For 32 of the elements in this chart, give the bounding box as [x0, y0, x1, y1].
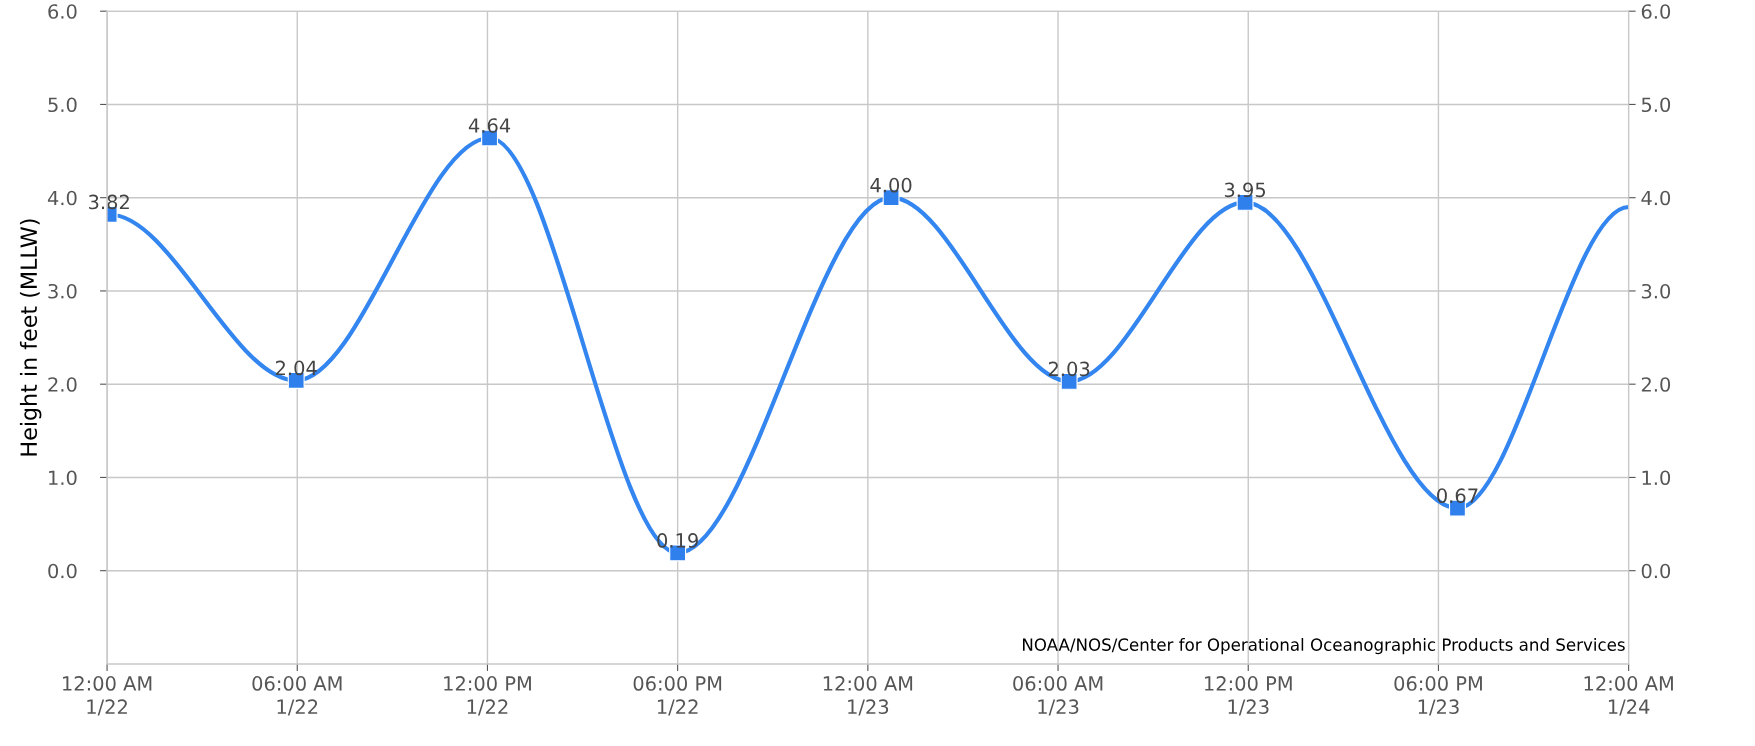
data-label: 0.67: [1437, 488, 1478, 504]
y2-tick-label: 1.0: [1642, 470, 1671, 486]
y2-tick-label: 0.0: [1641, 563, 1671, 579]
x-tick-label: 06:00 AM 1/22: [252, 676, 342, 716]
y2-tick-label: 2.0: [1641, 377, 1671, 392]
x-tick-label: 12:00 AM 1/23: [823, 676, 913, 716]
y2-tick-label: 3.0: [1641, 283, 1671, 299]
x-tick-label: 06:00 AM 1/23: [1013, 676, 1103, 716]
y-tick-label: 5.0: [48, 97, 77, 113]
y2-tick-label: 5.0: [1641, 97, 1671, 113]
annotation: NOAA/NOS/Center for Operational Oceanographic Products and Services: [1023, 638, 1625, 655]
x-tick-label: 12:00 AM 1/24: [1584, 676, 1673, 716]
data-label: 4.64: [468, 118, 511, 133]
y2-tick-label: 6.0: [1641, 4, 1671, 19]
y-tick-label: 0.0: [48, 563, 77, 579]
data-label: 3.95: [1224, 182, 1266, 198]
y-axis-title: Height in feet (MLLW): [19, 219, 42, 456]
y2-tick-label: 4.0: [1641, 190, 1671, 206]
x-tick-label: 12:00 AM 1/22: [63, 676, 152, 716]
y-tick-label: 1.0: [49, 470, 77, 486]
x-tick-label: 06:00 PM 1/22: [633, 676, 722, 716]
data-label: 3.82: [89, 194, 129, 210]
data-label: 4.00: [870, 177, 912, 193]
y-tick-label: 6.0: [48, 4, 77, 19]
y-tick-label: 2.0: [48, 377, 77, 392]
y-tick-label: 4.0: [47, 190, 77, 206]
x-tick-label: 06:00 PM 1/23: [1394, 676, 1482, 716]
y-tick-label: 3.0: [48, 283, 77, 299]
data-label: 2.03: [1048, 361, 1090, 377]
x-tick-label: 12:00 PM 1/23: [1205, 676, 1292, 716]
x-tick-label: 12:00 PM 1/22: [444, 676, 531, 716]
data-label: 2.04: [275, 360, 317, 376]
